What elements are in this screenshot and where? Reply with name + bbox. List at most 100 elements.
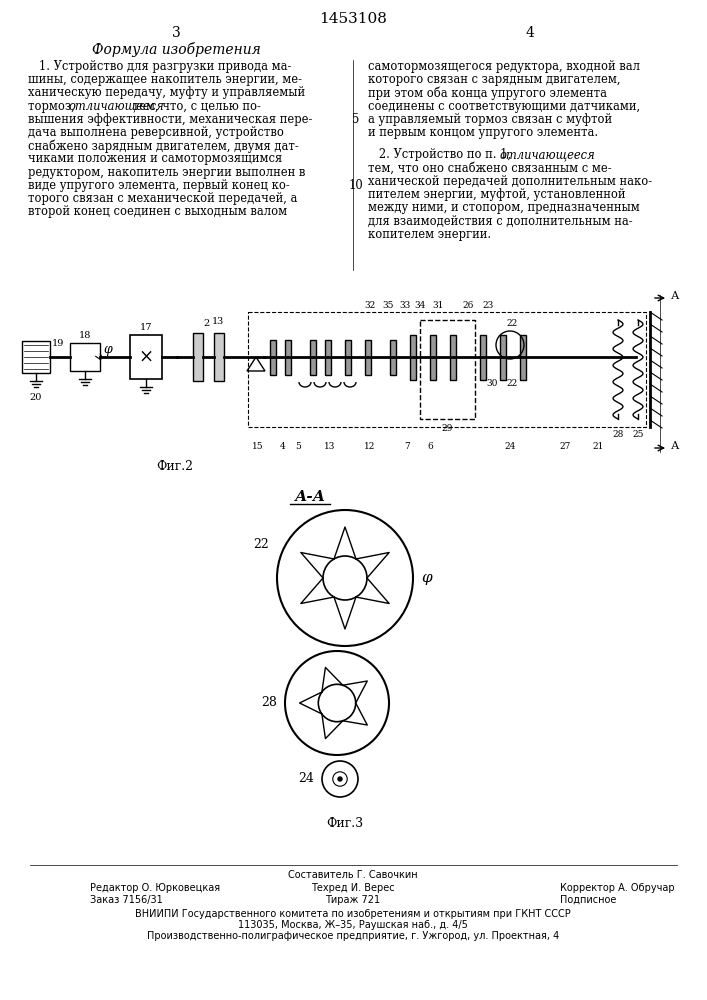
Text: дача выполнена реверсивной, устройство: дача выполнена реверсивной, устройство xyxy=(28,126,284,139)
Text: 19: 19 xyxy=(52,339,64,348)
Text: снабжено зарядным двигателем, двумя дат-: снабжено зарядным двигателем, двумя дат- xyxy=(28,139,299,153)
Text: 20: 20 xyxy=(30,393,42,402)
Circle shape xyxy=(333,772,347,786)
Text: шины, содержащее накопитель энергии, ме-: шины, содержащее накопитель энергии, ме- xyxy=(28,73,302,86)
Text: 27: 27 xyxy=(559,442,571,451)
Text: пителем энергии, муфтой, установленной: пителем энергии, муфтой, установленной xyxy=(368,188,626,201)
Text: 10: 10 xyxy=(349,179,363,192)
Text: второй конец соединен с выходным валом: второй конец соединен с выходным валом xyxy=(28,205,287,218)
Text: 22: 22 xyxy=(506,379,518,388)
Text: ВНИИПИ Государственного комитета по изобретениям и открытиям при ГКНТ СССР: ВНИИПИ Государственного комитета по изоб… xyxy=(135,909,571,919)
Text: самотормозящегося редуктора, входной вал: самотормозящегося редуктора, входной вал xyxy=(368,60,640,73)
Text: 2: 2 xyxy=(203,319,209,328)
Text: Редактор О. Юрковецкая: Редактор О. Юрковецкая xyxy=(90,883,220,893)
Text: 22: 22 xyxy=(506,319,518,328)
Text: виде упругого элемента, первый конец ко-: виде упругого элемента, первый конец ко- xyxy=(28,179,290,192)
Text: 2. Устройство по п. 1,: 2. Устройство по п. 1, xyxy=(368,148,515,161)
Text: А: А xyxy=(671,291,679,301)
Text: 1453108: 1453108 xyxy=(319,12,387,26)
Bar xyxy=(450,335,456,380)
Text: 12: 12 xyxy=(364,442,375,451)
Text: ×: × xyxy=(139,348,153,366)
Bar xyxy=(480,335,486,380)
Text: отличающееся: отличающееся xyxy=(69,100,164,113)
Text: 1: 1 xyxy=(212,317,218,326)
Text: 3: 3 xyxy=(172,26,180,40)
Text: Техред И. Верес: Техред И. Верес xyxy=(311,883,395,893)
Bar xyxy=(22,341,50,373)
Text: отличающееся: отличающееся xyxy=(499,148,595,161)
Text: Составитель Г. Савочкин: Составитель Г. Савочкин xyxy=(288,870,418,880)
Bar xyxy=(345,340,351,375)
Text: которого связан с зарядным двигателем,: которого связан с зарядным двигателем, xyxy=(368,73,621,86)
Text: 25: 25 xyxy=(632,430,644,439)
Text: 17: 17 xyxy=(140,323,152,332)
Text: а управляемый тормоз связан с муфтой: а управляемый тормоз связан с муфтой xyxy=(368,113,612,126)
Text: 15: 15 xyxy=(252,442,264,451)
Text: 28: 28 xyxy=(612,430,624,439)
Bar xyxy=(430,335,436,380)
Text: 29: 29 xyxy=(441,424,452,433)
Text: соединены с соответствующими датчиками,: соединены с соответствующими датчиками, xyxy=(368,100,640,113)
Text: Фиг.2: Фиг.2 xyxy=(156,460,194,473)
Text: 5: 5 xyxy=(295,442,301,451)
Text: 22: 22 xyxy=(253,538,269,550)
Text: ханическую передачу, муфту и управляемый: ханическую передачу, муфту и управляемый xyxy=(28,86,305,99)
Text: ханической передачей дополнительным нако-: ханической передачей дополнительным нако… xyxy=(368,175,652,188)
Text: чиками положения и самотормозящимся: чиками положения и самотормозящимся xyxy=(28,152,282,165)
Text: 30: 30 xyxy=(486,379,498,388)
Text: вышения эффективности, механическая пере-: вышения эффективности, механическая пере… xyxy=(28,113,312,126)
Bar xyxy=(248,312,646,427)
Text: и первым концом упругого элемента.: и первым концом упругого элемента. xyxy=(368,126,598,139)
Text: 113035, Москва, Ж–35, Раушская наб., д. 4/5: 113035, Москва, Ж–35, Раушская наб., д. … xyxy=(238,920,468,930)
Circle shape xyxy=(318,684,356,722)
Text: А-А: А-А xyxy=(294,490,325,504)
Text: φ: φ xyxy=(103,342,112,356)
Text: 26: 26 xyxy=(462,301,474,310)
Text: тормоз,: тормоз, xyxy=(28,100,78,113)
Circle shape xyxy=(338,777,342,781)
Text: при этом оба конца упругого элемента: при этом оба конца упругого элемента xyxy=(368,86,607,100)
Text: φ: φ xyxy=(421,571,432,585)
Bar xyxy=(130,335,162,379)
Bar xyxy=(70,343,100,371)
Bar xyxy=(520,335,526,380)
Bar xyxy=(214,333,224,381)
Text: для взаимодействия с дополнительным на-: для взаимодействия с дополнительным на- xyxy=(368,214,633,227)
Text: 6: 6 xyxy=(427,442,433,451)
Text: Фиг.3: Фиг.3 xyxy=(327,817,363,830)
Bar xyxy=(325,340,331,375)
Text: 24: 24 xyxy=(504,442,515,451)
Circle shape xyxy=(323,556,367,600)
Text: Подписное: Подписное xyxy=(560,895,617,905)
Text: Производственно-полиграфическое предприятие, г. Ужгород, ул. Проектная, 4: Производственно-полиграфическое предприя… xyxy=(147,931,559,941)
Text: 21: 21 xyxy=(592,442,604,451)
Text: 34: 34 xyxy=(414,301,426,310)
Bar xyxy=(193,333,203,381)
Text: 1. Устройство для разгрузки привода ма-: 1. Устройство для разгрузки привода ма- xyxy=(28,60,291,73)
Circle shape xyxy=(277,510,413,646)
Bar xyxy=(420,320,475,419)
Text: 4: 4 xyxy=(280,442,286,451)
Text: между ними, и стопором, предназначенным: между ними, и стопором, предназначенным xyxy=(368,201,640,214)
Text: тем, что, с целью по-: тем, что, с целью по- xyxy=(129,100,261,113)
Bar xyxy=(500,335,506,380)
Text: Корректор А. Обручар: Корректор А. Обручар xyxy=(560,883,674,893)
Text: 24: 24 xyxy=(298,772,314,786)
Text: 33: 33 xyxy=(399,301,411,310)
Text: 4: 4 xyxy=(525,26,534,40)
Text: копителем энергии.: копителем энергии. xyxy=(368,228,491,241)
Text: 31: 31 xyxy=(432,301,444,310)
Text: 23: 23 xyxy=(482,301,493,310)
Text: А: А xyxy=(671,441,679,451)
Text: 3: 3 xyxy=(216,317,222,326)
Text: редуктором, накопитель энергии выполнен в: редуктором, накопитель энергии выполнен … xyxy=(28,166,305,179)
Text: 35: 35 xyxy=(382,301,394,310)
Text: 5: 5 xyxy=(352,113,360,126)
Bar xyxy=(410,335,416,380)
Bar xyxy=(285,340,291,375)
Text: 7: 7 xyxy=(404,442,410,451)
Text: Заказ 7156/31: Заказ 7156/31 xyxy=(90,895,163,905)
Text: торого связан с механической передачей, а: торого связан с механической передачей, … xyxy=(28,192,298,205)
Text: 28: 28 xyxy=(261,696,277,710)
